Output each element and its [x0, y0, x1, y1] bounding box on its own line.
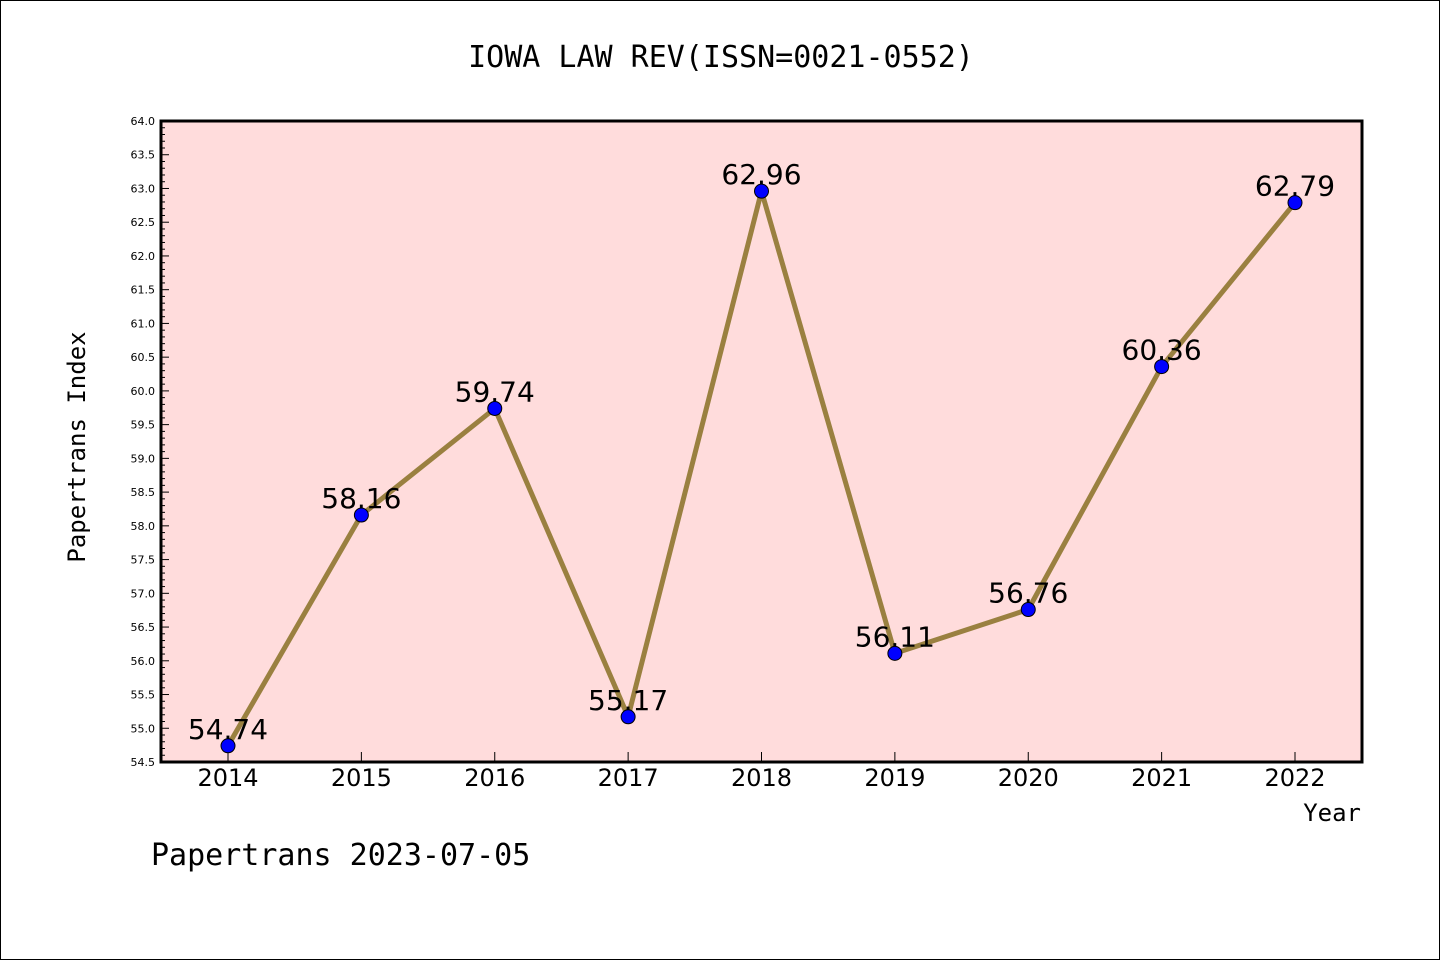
series-line-group: 54.74 58.16 59.74 55.17 62.96 56.11 56.76 60.36… [188, 158, 1335, 754]
y-tick-label: 58.0 [131, 520, 156, 533]
y-tick-label: 55.0 [131, 722, 156, 735]
data-label-2017: 55.17 [588, 684, 668, 717]
x-axis: 2014 2015 2016 2017 2018 2019 2020 2021 2022 [197, 752, 1326, 792]
y-tick-label: 54.5 [131, 756, 156, 769]
data-label-2018: 62.96 [721, 158, 801, 191]
y-tick-label: 62.5 [131, 216, 156, 229]
y-tick-label: 60.5 [131, 351, 156, 364]
data-label-2019: 56.11 [855, 620, 935, 653]
chart-title: IOWA LAW REV(ISSN=0021-0552) [468, 40, 974, 75]
data-label-2016: 59.74 [455, 375, 535, 408]
y-tick-label: 61.0 [131, 317, 156, 330]
plot-area [159, 119, 1364, 764]
data-label-2020: 56.76 [988, 577, 1068, 610]
y-tick-label: 62.0 [131, 250, 156, 263]
y-tick-label: 63.0 [131, 182, 156, 195]
y-tick-label: 59.5 [131, 419, 156, 432]
data-point-2019 [887, 645, 903, 661]
data-point-2018 [754, 183, 769, 199]
y-tick-label: 64.0 [131, 115, 156, 128]
y-tick-label: 61.5 [131, 284, 156, 297]
footer-text: Papertrans 2023-07-05 [151, 838, 530, 873]
data-point-2016 [487, 400, 503, 416]
data-point-2020 [1020, 602, 1036, 618]
y-tick-label: 56.5 [131, 621, 156, 634]
y-tick-label: 63.5 [131, 149, 156, 162]
data-label-2022: 62.79 [1255, 170, 1335, 203]
y-tick-label: 59.0 [131, 452, 156, 465]
x-tick-label: 2019 [864, 764, 925, 792]
y-tick-label: 55.5 [131, 689, 156, 702]
x-tick-label: 2015 [331, 764, 392, 792]
y-tick-label: 57.0 [131, 587, 156, 600]
data-point-2014 [220, 738, 236, 754]
data-point-2015 [353, 507, 369, 523]
y-tick-label: 60.0 [131, 385, 156, 398]
data-point-2017 [620, 709, 636, 725]
x-tick-label: 2016 [464, 764, 525, 792]
y-tick-label: 58.5 [131, 486, 156, 499]
x-tick-label: 2017 [598, 764, 659, 792]
y-tick-label: 57.5 [131, 554, 156, 567]
x-tick-label: 2018 [731, 764, 792, 792]
x-tick-label: 2014 [197, 764, 258, 792]
x-axis-label: Year [1303, 799, 1361, 827]
y-axis: 54.5 55.0 55.5 56.0 56.5 57.0 57.5 58.0 58.5 59.0… [131, 115, 169, 769]
data-point-2022 [1287, 195, 1303, 211]
data-label-2015: 58.16 [321, 482, 401, 515]
data-point-2021 [1154, 359, 1170, 375]
data-label-2021: 60.36 [1122, 334, 1202, 367]
x-tick-label: 2021 [1131, 764, 1192, 792]
data-label-2014: 54.74 [188, 713, 268, 746]
x-tick-label: 2020 [998, 764, 1059, 792]
y-axis-label: Papertrans Index [63, 331, 91, 562]
x-tick-label: 2022 [1264, 764, 1325, 792]
y-tick-label: 56.0 [131, 655, 156, 668]
